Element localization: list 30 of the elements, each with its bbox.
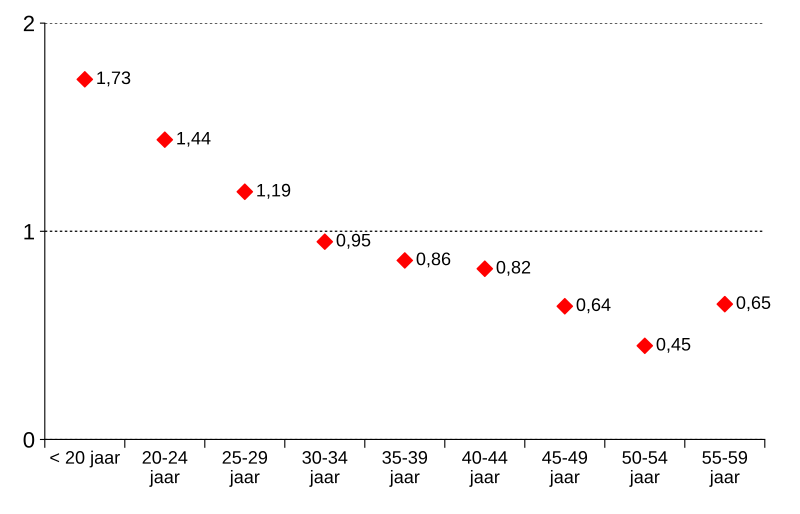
point	[316, 233, 334, 250]
data-label: 1,44	[177, 132, 211, 147]
y-tick-label: 2	[24, 16, 34, 32]
x-tick-label: 25-29 jaar	[222, 451, 268, 487]
data-label: 0,82	[496, 260, 530, 276]
point	[636, 337, 654, 354]
x-tick-label: 35-39 jaar	[382, 451, 428, 487]
data-label: 0,65	[736, 296, 770, 312]
x-tick-label: 20-24 jaar	[142, 451, 188, 487]
point	[476, 260, 494, 278]
x-tick-label: 30-34 jaar	[302, 451, 348, 487]
point	[76, 71, 94, 88]
data-label: 0,95	[336, 234, 370, 249]
x-tick-label: 50-54 jaar	[622, 451, 668, 487]
x-tick-label: 45-49 jaar	[542, 451, 588, 487]
y-tick-label: 0	[24, 432, 34, 448]
point	[156, 131, 174, 148]
point	[556, 298, 574, 315]
point	[716, 296, 734, 312]
data-label: 0,64	[576, 298, 611, 314]
point	[396, 252, 414, 269]
data-label: 0,45	[656, 338, 690, 353]
x-tick-label: < 20 jaar	[50, 450, 120, 468]
x-tick-label: 40-44 jaar	[462, 451, 508, 487]
point	[236, 183, 254, 200]
y-tick-label: 1	[24, 224, 34, 240]
data-label: 1,19	[257, 184, 290, 199]
data-label: 1,73	[97, 71, 130, 86]
data-label: 0,86	[416, 252, 450, 268]
x-tick-label: 55-59 jaar	[702, 451, 748, 487]
